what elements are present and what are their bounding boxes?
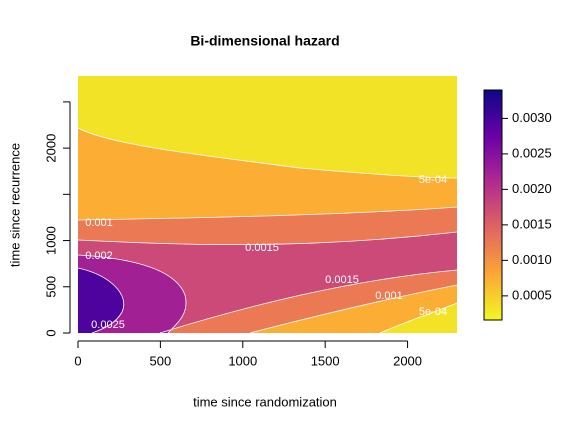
colorbar-tick-label: 0.0005 bbox=[512, 287, 552, 302]
contour-label: 5e-04 bbox=[419, 306, 447, 318]
colorbar-tick-label: 0.0015 bbox=[512, 216, 552, 231]
plot-area: 5e-04 5e-04 0.001 0.001 0.0015 0.0015 0.002 0.0… bbox=[78, 76, 457, 333]
contour-fill bbox=[78, 76, 457, 178]
x-tick-label: 1500 bbox=[311, 353, 340, 368]
y-tick-label: 2000 bbox=[43, 134, 58, 163]
y-tick-label: 500 bbox=[43, 276, 58, 298]
y-tick-label: 1000 bbox=[43, 226, 58, 255]
x-tick-label: 500 bbox=[150, 353, 172, 368]
contour-label: 0.0015 bbox=[245, 242, 279, 254]
contour-line bbox=[78, 206, 457, 221]
x-axis-label: time since randomization bbox=[193, 394, 337, 409]
contour-line bbox=[78, 267, 125, 333]
colorbar-tick-label: 0.0020 bbox=[512, 181, 552, 196]
contour-label: 5e-04 bbox=[419, 174, 447, 186]
contour-label: 0.001 bbox=[85, 217, 113, 229]
contour-line bbox=[379, 302, 457, 333]
x-tick-label: 2000 bbox=[393, 353, 422, 368]
contour-label: 0.001 bbox=[375, 290, 403, 302]
contour-label: 0.0025 bbox=[91, 319, 125, 331]
colorbar-tick-label: 0.0025 bbox=[512, 145, 552, 160]
x-tick-label: 1000 bbox=[228, 353, 257, 368]
contour-label: 0.002 bbox=[85, 250, 113, 262]
contour-line bbox=[78, 254, 187, 333]
contour-label: 0.0015 bbox=[325, 274, 359, 286]
colorbar-tick-label: 0.0010 bbox=[512, 252, 552, 267]
contour-line bbox=[78, 231, 457, 246]
contour-line bbox=[249, 284, 457, 333]
contour-line bbox=[159, 269, 457, 333]
colorbar bbox=[483, 89, 503, 321]
y-tick-label: 0 bbox=[43, 329, 58, 336]
colorbar-tick-label: 0.0030 bbox=[512, 110, 552, 125]
chart-title: Bi-dimensional hazard bbox=[190, 33, 339, 49]
y-axis-label: time since recurrence bbox=[7, 143, 22, 267]
contour-line bbox=[78, 127, 457, 179]
x-tick-label: 0 bbox=[74, 353, 81, 368]
